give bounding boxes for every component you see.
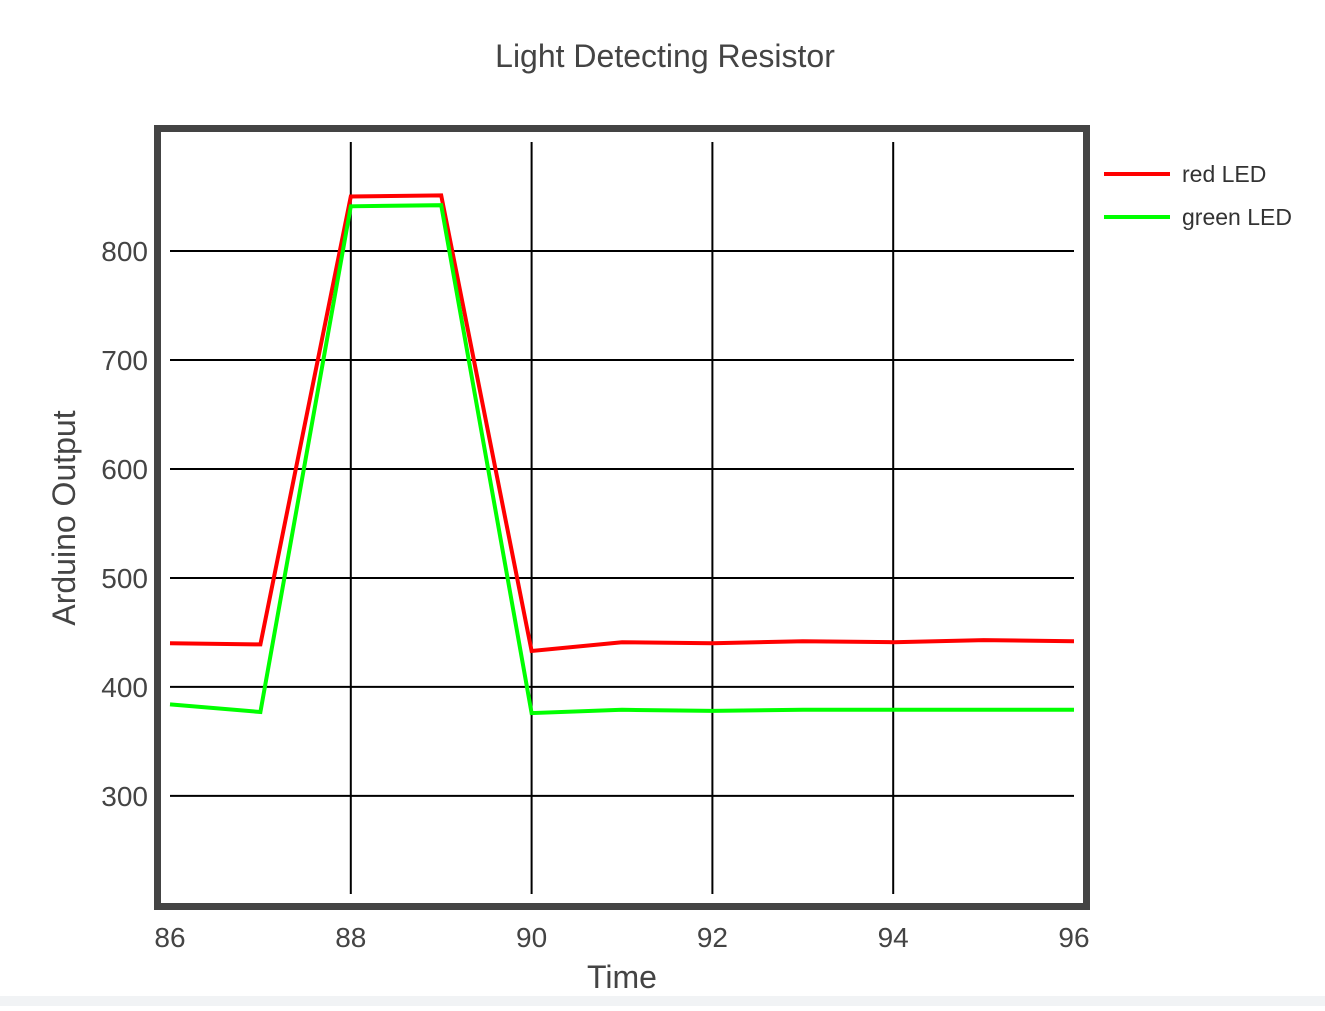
y-tick-label: 500 [101,563,148,594]
y-tick-label: 300 [101,781,148,812]
y-tick-label: 800 [101,236,148,267]
page-footer-strip [0,996,1325,1006]
y-tick-label: 600 [101,454,148,485]
legend-label-red-led: red LED [1182,161,1266,187]
x-tick-label: 90 [516,922,547,953]
series-line-red-led [169,193,1075,654]
x-tick-label: 94 [878,922,909,953]
x-tick-label: 86 [154,922,185,953]
x-tick-label: 92 [697,922,728,953]
x-tick-label: 96 [1058,922,1089,953]
x-axis-ticks: 86 88 90 92 94 96 [154,922,1089,953]
series-line-green-led [169,203,1074,716]
y-axis-title: Arduino Output [46,410,82,625]
y-axis-ticks: 300 400 500 600 700 800 [101,236,148,812]
legend: red LED green LED [1104,161,1292,230]
grid-lines [170,142,1074,894]
y-tick-label: 700 [101,345,148,376]
chart-title: Light Detecting Resistor [495,38,835,74]
series-lines [169,193,1075,716]
legend-label-green-led: green LED [1182,204,1292,230]
x-tick-label: 88 [335,922,366,953]
x-axis-title: Time [587,959,657,995]
plot-area-border [154,125,1090,910]
y-tick-label: 400 [101,672,148,703]
